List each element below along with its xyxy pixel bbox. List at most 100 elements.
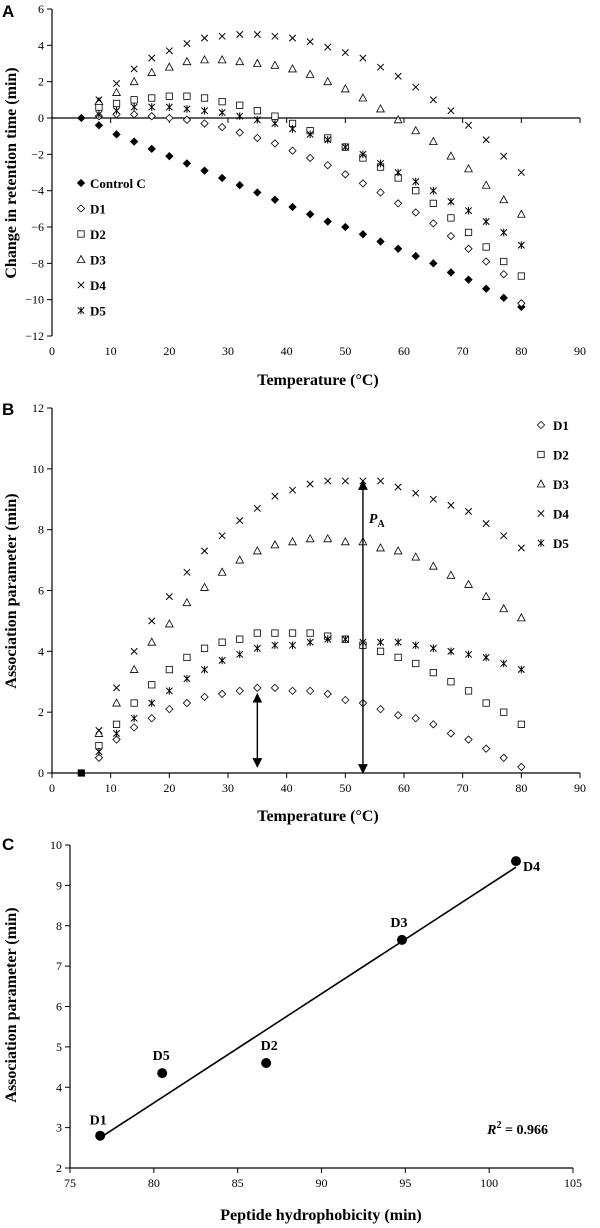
- panel-b-point-d2: [253, 629, 261, 637]
- panel-b-point-d1: [217, 689, 227, 699]
- panel-a-point-d3: [376, 104, 386, 113]
- panel-a-point-d3: [323, 76, 333, 86]
- panel-a-point-d5: [482, 217, 490, 226]
- panel-b-legend-label-d1: D1: [553, 418, 569, 433]
- panel-a-legend-label-d1: D1: [90, 202, 106, 217]
- panel-a-point-d3: [305, 69, 315, 78]
- panel-a-point-d3: [164, 62, 174, 71]
- panel-b-xtick-label: 60: [398, 781, 410, 795]
- panel-b-legend-label-d5: D5: [553, 536, 569, 551]
- panel-a-point-d2: [271, 112, 279, 120]
- panel-a-ytick-label: −2: [31, 147, 44, 161]
- panel-a-point-d4: [253, 30, 261, 38]
- panel-a-point-d3: [147, 67, 157, 76]
- panel-b-point-d1: [200, 692, 209, 702]
- panel-b-point-d3: [428, 561, 438, 570]
- panel-a-point-d4: [306, 38, 314, 46]
- panel-b-legend-marker-d1: [536, 420, 546, 430]
- panel-b-point-d4: [482, 520, 490, 528]
- panel-a-point-control-c: [253, 188, 262, 197]
- panel-a-point-control-c: [129, 137, 139, 146]
- panel-a-xtick-label: 20: [163, 344, 175, 358]
- panel-c-ytick-label: 3: [56, 1121, 62, 1135]
- panel-b-point-d4: [218, 532, 226, 540]
- panel-a-point-d4: [130, 65, 138, 73]
- panel-b-point-d4: [112, 684, 121, 692]
- panel-b-point-d5: [271, 641, 279, 650]
- panel-a-point-control-c: [446, 268, 456, 277]
- panel-b-point-d5: [148, 699, 156, 707]
- panel-a-point-d1: [499, 270, 508, 279]
- panel-b-point-d3: [393, 546, 403, 555]
- panel-a-xtick-label: 40: [281, 344, 293, 358]
- panel-b-point-d5: [306, 638, 314, 647]
- panel-b-point-d5: [394, 638, 402, 647]
- panel-b-point-d1: [429, 720, 438, 729]
- panel-b-point-d4: [447, 501, 455, 509]
- panel-a-point-d4: [112, 79, 121, 88]
- panel-c-ytick-label: 5: [56, 1040, 62, 1054]
- panel-a-chart: A 0 10 20 30 40 50 60 70 80 90−12−10−8−6−4−20246 …: [2, 2, 586, 389]
- panel-b-point-d5: [464, 650, 473, 659]
- panel-b-point-d4: [130, 647, 138, 655]
- panel-b-ytick-label: 6: [38, 584, 44, 598]
- panel-a-point-d5: [500, 228, 508, 237]
- panel-b-point-d5: [236, 650, 244, 659]
- panel-b-point-d4: [148, 617, 156, 625]
- panel-b-point-d5: [341, 635, 349, 643]
- panel-a-point-d2: [165, 92, 173, 100]
- panel-a-point-d1: [464, 244, 473, 253]
- panel-b-point-d5: [376, 638, 385, 647]
- panel-a-point-d4: [500, 152, 508, 160]
- panel-c-ytick-label: 10: [50, 838, 62, 852]
- panel-a-point-d1: [165, 113, 174, 123]
- panel-b-legend-label-d4: D4: [553, 507, 569, 522]
- panel-a-point-d1: [446, 231, 456, 241]
- panel-b-point-d5: [218, 656, 226, 665]
- panel-c-xtick-label: 90: [316, 1176, 328, 1190]
- panel-c-point-label-d2: D2: [261, 1039, 278, 1054]
- panel-c-xtick-label: 85: [232, 1176, 244, 1190]
- panel-c-point-d1: [95, 1130, 106, 1141]
- panel-a-point-d3: [235, 56, 245, 66]
- panel-a-point-d3: [94, 96, 104, 106]
- panel-a-point-d5: [447, 197, 455, 206]
- panel-b-point-d2: [148, 681, 156, 689]
- panel-a-xtick-label: 70: [457, 344, 469, 358]
- panel-b-point-d4: [341, 477, 349, 485]
- panel-c-point-d5: [157, 1068, 168, 1079]
- panel-c-ytick-label: 9: [56, 878, 62, 892]
- panel-a-point-d5: [165, 103, 173, 111]
- panel-a-point-d4: [165, 47, 173, 55]
- panel-c-ylabel: Association parameter (min): [3, 907, 20, 1102]
- panel-a-point-d4: [288, 34, 297, 42]
- panel-b-xtick-label: 90: [574, 781, 586, 795]
- panel-a-point-control-c: [323, 217, 332, 226]
- panel-b-point-d5: [112, 729, 121, 738]
- panel-b-point-d3: [252, 546, 262, 555]
- panel-a-point-d3: [252, 58, 262, 67]
- panel-b-point-d1: [376, 704, 385, 714]
- panel-a-point-d1: [358, 179, 368, 188]
- panel-a-point-control-c: [270, 195, 280, 204]
- panel-a-xtick-label: 50: [339, 344, 351, 358]
- panel-b-point-d3: [464, 579, 474, 588]
- panel-b-legend-marker-d4: [537, 509, 545, 518]
- panel-b-point-d5: [165, 687, 173, 695]
- panel-b-point-d1: [464, 735, 473, 744]
- panel-b-point-d1: [305, 686, 315, 696]
- panel-a-point-d4: [376, 63, 385, 71]
- panel-b-point-d2: [482, 699, 490, 707]
- panel-a-point-d5: [341, 143, 349, 151]
- panel-a-point-control-c: [112, 130, 121, 139]
- panel-b-point-d4: [236, 516, 244, 525]
- panel-a-point-d3: [358, 93, 368, 102]
- panel-b-point-d4: [429, 495, 437, 503]
- panel-b-point-d2: [200, 644, 209, 652]
- panel-c-ytick-label: 4: [56, 1080, 62, 1094]
- panel-a-point-d3: [112, 87, 122, 96]
- panel-b-point-d1: [517, 762, 526, 772]
- panel-a-point-control-c: [94, 121, 104, 130]
- panel-b-legend-marker-d5: [537, 539, 545, 547]
- panel-a-legend-label-d3: D3: [90, 253, 106, 268]
